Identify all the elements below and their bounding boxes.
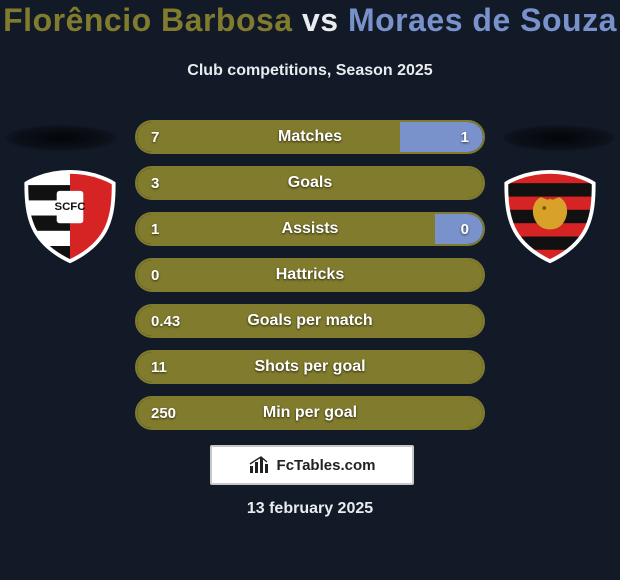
stat-row: 0Hattricks [135,258,485,292]
santa-cruz-crest-icon: SCFC [20,170,120,265]
stat-row: 250Min per goal [135,396,485,430]
stat-label: Assists [137,214,483,244]
vs-separator: vs [293,2,348,38]
stat-label: Min per goal [137,398,483,428]
player1-shadow [5,125,117,151]
stat-label: Hattricks [137,260,483,290]
player2-name: Moraes de Souza [348,2,617,38]
subtitle: Club competitions, Season 2025 [0,62,620,80]
sport-recife-crest-icon [500,170,600,265]
page-title: Florêncio Barbosa vs Moraes de Souza [0,2,620,39]
stat-label: Matches [137,122,483,152]
stat-label: Goals per match [137,306,483,336]
svg-text:SCFC: SCFC [54,201,85,213]
brand-text: FcTables.com [277,457,376,474]
bar-chart-icon [249,456,271,474]
player1-name: Florêncio Barbosa [3,2,292,38]
stat-row: 10Assists [135,212,485,246]
player2-crest [500,170,600,265]
stat-label: Goals [137,168,483,198]
stat-row: 11Shots per goal [135,350,485,384]
brand-badge: FcTables.com [210,445,414,485]
stat-row: 71Matches [135,120,485,154]
stat-row: 0.43Goals per match [135,304,485,338]
stat-label: Shots per goal [137,352,483,382]
player1-crest: SCFC [20,170,120,265]
comparison-card: Florêncio Barbosa vs Moraes de Souza Clu… [0,0,620,580]
date-stamp: 13 february 2025 [0,500,620,518]
stat-bars: 71Matches 3Goals 10Assists 0Hattricks 0.43Go… [135,120,485,442]
stat-row: 3Goals [135,166,485,200]
player2-shadow [503,125,615,151]
